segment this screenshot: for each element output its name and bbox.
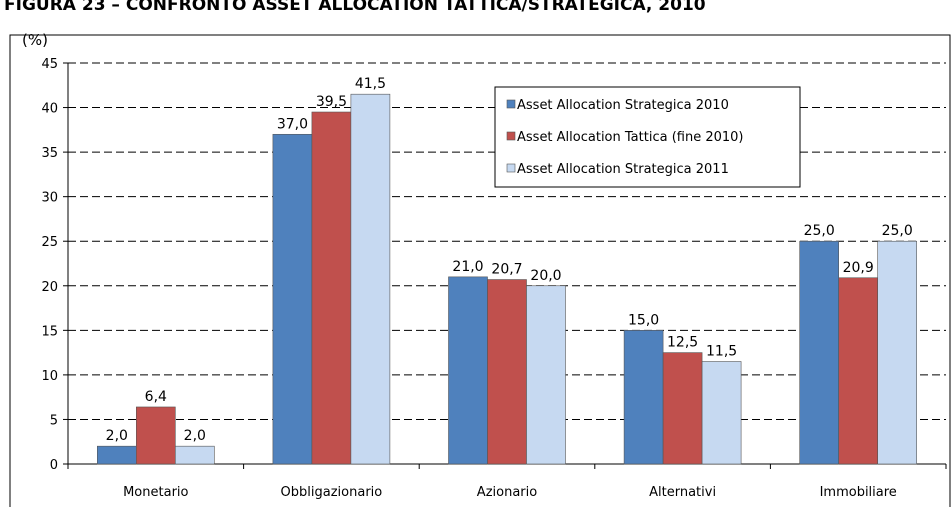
legend-swatch [506,131,516,141]
y-tick-label: 15 [41,324,58,339]
bar [97,445,137,465]
bar [311,111,352,465]
legend-label: Asset Allocation Strategica 2010 [517,98,729,113]
y-tick-label: 30 [41,191,58,206]
bar [136,406,176,465]
bar [701,361,742,465]
value-label: 2,0 [184,428,206,444]
bar [799,240,840,465]
value-label: 12,5 [667,335,698,351]
value-label: 21,0 [452,259,483,275]
legend-swatch [506,163,516,173]
bar [487,279,527,465]
x-tick-label: Alternativi [649,485,716,500]
bar [350,93,391,465]
bar [623,330,664,465]
legend-label: Asset Allocation Tattica (fine 2010) [517,130,743,145]
bar [526,285,566,465]
legend-box [494,86,801,188]
value-label: 11,5 [706,344,737,360]
value-label: 15,0 [628,312,659,328]
y-tick-label: 40 [41,102,58,117]
x-tick-label: Monetario [123,485,188,500]
y-axis-label: (%) [22,31,48,49]
value-label: 25,0 [804,223,835,239]
y-tick-label: 10 [41,369,58,384]
value-label: 25,0 [882,223,913,239]
value-label: 41,5 [355,76,386,92]
legend-label: Asset Allocation Strategica 2011 [517,162,729,177]
y-tick-label: 45 [41,57,58,72]
legend-swatch [506,99,516,109]
bar [877,240,918,465]
x-tick-label: Immobiliare [820,485,897,500]
x-tick-label: Azionario [477,485,537,500]
y-tick-label: 25 [41,235,58,250]
value-label: 6,4 [145,389,167,405]
y-tick-label: 0 [50,458,58,473]
chart-title: FIGURA 23 – CONFRONTO ASSET ALLOCATION T… [4,0,706,15]
value-label: 39,5 [316,94,347,110]
value-label: 20,7 [491,262,522,278]
bar [272,133,313,465]
bar [662,352,703,465]
value-label: 2,0 [106,428,128,444]
bar [448,276,488,465]
value-label: 37,0 [277,116,308,132]
bar [175,445,215,465]
x-tick-label: Obbligazionario [281,485,383,500]
y-tick-label: 35 [41,146,58,161]
chart-frame [9,34,951,507]
y-tick-label: 5 [50,413,58,428]
bar [838,277,879,465]
y-tick-label: 20 [41,280,58,295]
value-label: 20,0 [530,268,561,284]
value-label: 20,9 [843,260,874,276]
